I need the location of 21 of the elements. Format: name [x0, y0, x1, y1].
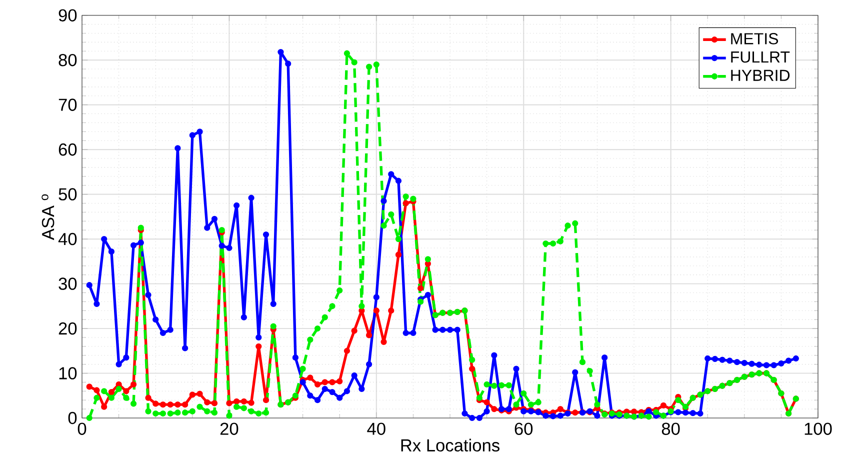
x-tick-label: 0: [78, 422, 86, 435]
y-tick-label: 60: [58, 143, 77, 156]
y-tick-label: 70: [58, 98, 77, 111]
legend-label: FULLRT: [731, 52, 790, 63]
x-tick-label: 40: [367, 422, 386, 435]
x-tick-label: 20: [220, 422, 238, 435]
x-tick-label: 100: [804, 422, 832, 435]
y-tick-label: 80: [58, 54, 77, 66]
y-tick-label: 50: [58, 188, 77, 200]
y-tick-label: 40: [58, 232, 77, 246]
legend-label: METIS: [731, 33, 778, 44]
x-tick-label: 60: [514, 422, 533, 435]
y-tick-label: 10: [59, 367, 77, 380]
legend-label: HYBRID: [731, 70, 790, 81]
x-tick-label: 80: [662, 422, 680, 435]
y-tick-label: 0: [68, 412, 77, 424]
y-axis-title: ASA $^{o}$: [42, 194, 54, 240]
y-tick-label: 20: [58, 322, 77, 335]
y-tick-label: 90: [58, 9, 77, 22]
x-axis-title: Rx Locations: [401, 438, 500, 452]
y-tick-label: 30: [58, 278, 77, 290]
